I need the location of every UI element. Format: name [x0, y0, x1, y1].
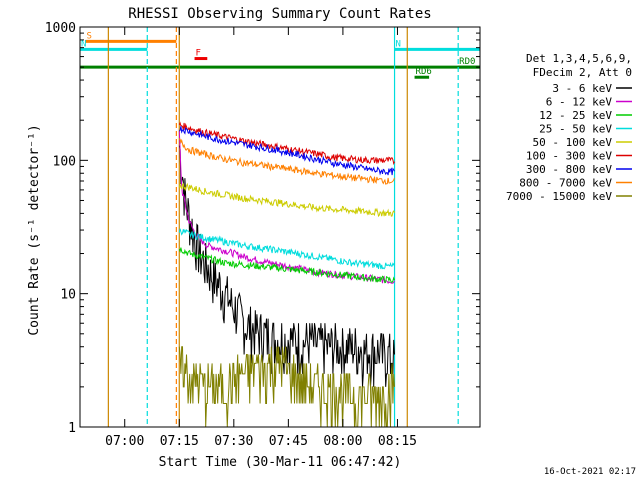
flag-label: RD0: [459, 57, 475, 67]
series-line: [178, 121, 395, 166]
x-tick-label: 07:45: [269, 434, 308, 449]
y-tick-label: 1000: [45, 21, 76, 36]
legend: Det 1,3,4,5,6,9,FDecim 2, Att 0 3 - 6 keV…: [506, 52, 632, 203]
flag-label: F: [196, 49, 201, 59]
y-tick-label: 1: [68, 421, 76, 436]
legend-entry-label: 7000 - 15000 keV: [506, 190, 612, 203]
y-tick-label: 100: [53, 154, 76, 169]
flag-label: N: [396, 39, 401, 49]
legend-entry-label: 300 - 800 keV: [526, 163, 612, 176]
x-tick-label: 08:15: [378, 434, 417, 449]
vlines-layer: [107, 27, 459, 427]
series-line: [178, 145, 395, 387]
y-ticks: 1 10 100 1000: [45, 21, 480, 436]
y-tick-label: 10: [60, 288, 76, 303]
x-tick-label: 07:15: [160, 434, 199, 449]
series-line: [178, 182, 395, 218]
legend-entry-label: 800 - 7000 keV: [519, 177, 612, 190]
legend-entry-label: 100 - 300 keV: [526, 150, 612, 163]
legend-title: Det 1,3,4,5,6,9,: [526, 52, 632, 65]
flag-label: N: [81, 39, 86, 49]
flag-label: S: [86, 31, 91, 41]
x-axis-label: Start Time (30-Mar-11 06:47:42): [159, 455, 402, 470]
flag-label: RD6: [416, 67, 432, 77]
plot-frame: [79, 26, 481, 428]
x-tick-label: 08:00: [323, 434, 362, 449]
legend-entry-label: 12 - 25 keV: [539, 109, 612, 122]
series-line: [178, 138, 395, 185]
x-tick-label: 07:00: [105, 434, 144, 449]
series-line: [178, 126, 395, 176]
legend-entry-label: 3 - 6 keV: [552, 82, 612, 95]
x-ticks: 07:00 07:15 07:30 07:45 08:00 08:15: [105, 27, 417, 449]
series-line: [178, 228, 395, 270]
y-axis-label: Count Rate (s⁻¹ detector⁻¹): [27, 124, 42, 335]
footer-timestamp: 16-Oct-2021 02:17: [544, 467, 636, 477]
legend-title: FDecim 2, Att 0: [533, 66, 632, 79]
legend-entry-label: 25 - 50 keV: [539, 123, 612, 136]
series-line: [178, 346, 395, 428]
legend-entry-label: 6 - 12 keV: [546, 96, 613, 109]
legend-entry-label: 50 - 100 keV: [533, 136, 613, 149]
series-layer: [178, 121, 395, 428]
x-tick-label: 07:30: [214, 434, 253, 449]
series-line: [178, 247, 395, 284]
chart-title: RHESSI Observing Summary Count Rates: [128, 6, 431, 22]
